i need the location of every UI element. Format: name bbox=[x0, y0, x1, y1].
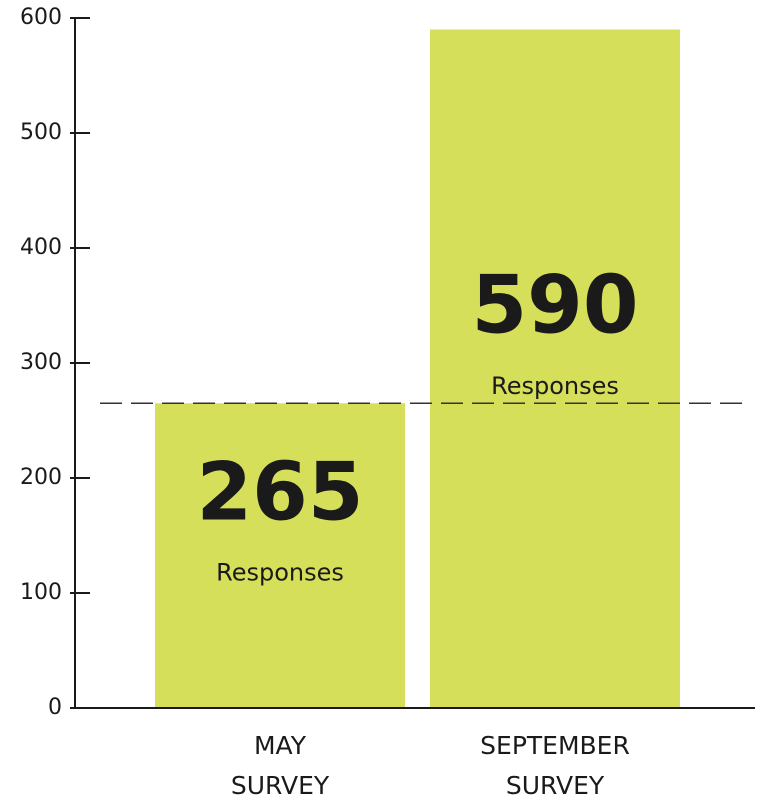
y-tick-label: 200 bbox=[20, 465, 62, 490]
x-tick-label: MAY SURVEY bbox=[230, 731, 330, 800]
data-caption: Responses bbox=[216, 559, 344, 587]
data-label: 265 bbox=[197, 446, 364, 539]
y-tick-label: 500 bbox=[20, 120, 62, 145]
y-tick-label: 300 bbox=[20, 350, 62, 375]
bar bbox=[155, 403, 405, 708]
y-tick-label: 400 bbox=[20, 235, 62, 260]
y-tick-label: 100 bbox=[20, 580, 62, 605]
data-label: 590 bbox=[472, 259, 639, 352]
y-tick-label: 600 bbox=[20, 5, 62, 30]
y-tick-label: 0 bbox=[48, 695, 62, 720]
bar bbox=[430, 29, 680, 708]
data-caption: Responses bbox=[491, 372, 619, 400]
x-tick-label: SEPTEMBER SURVEY bbox=[480, 731, 630, 800]
